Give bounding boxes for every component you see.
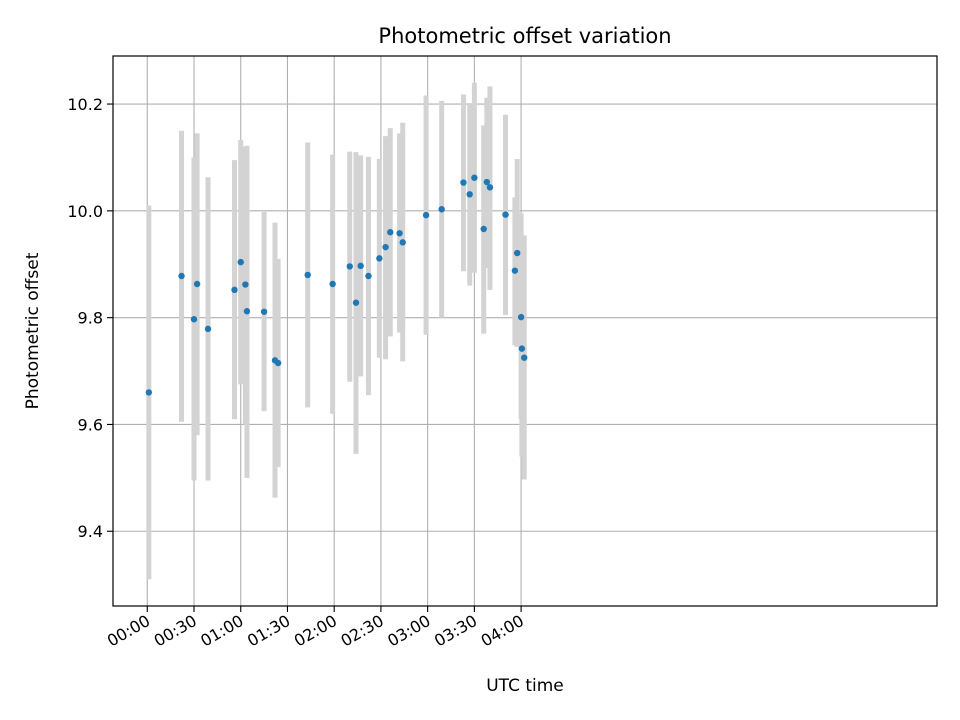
data-point [242, 281, 249, 288]
x-tick-label: 00:00 [104, 611, 153, 651]
data-point [346, 263, 353, 270]
y-tick-label: 9.4 [78, 522, 103, 541]
data-point [518, 345, 526, 352]
data-point [399, 239, 406, 246]
data-point [352, 299, 360, 306]
x-axis-label: UTC time [486, 676, 564, 696]
data-point [460, 179, 467, 186]
data-point [304, 271, 311, 279]
plot-area-frame [112, 55, 938, 607]
chart-title: Photometric offset variation [378, 24, 671, 48]
data-point [466, 191, 473, 198]
data-point [178, 272, 185, 280]
x-tick-label: 03:30 [431, 611, 480, 651]
data-points [145, 174, 528, 396]
x-tick-label: 02:00 [291, 611, 340, 651]
data-point [274, 359, 282, 367]
data-point [329, 280, 336, 288]
data-point [517, 313, 525, 321]
x-tick-label: 00:30 [151, 611, 200, 651]
data-point [204, 325, 212, 333]
y-tick-label: 9.6 [78, 415, 103, 434]
x-tick-label: 04:00 [478, 611, 527, 651]
data-point [376, 255, 383, 262]
data-point [521, 354, 528, 361]
data-point [387, 229, 394, 236]
x-tick-label: 02:30 [337, 611, 386, 651]
data-point [231, 286, 238, 294]
data-point [502, 211, 509, 218]
data-point [382, 243, 389, 251]
data-point [193, 280, 201, 288]
x-tick-label: 01:30 [244, 611, 293, 651]
data-point [260, 308, 268, 315]
error-bars [146, 82, 527, 580]
x-axis-ticks: 00:0000:3001:0001:3002:0002:3003:0003:30… [104, 606, 527, 651]
data-point [190, 316, 198, 323]
data-point [486, 184, 494, 191]
y-tick-label: 9.8 [78, 309, 103, 328]
y-axis-label: Photometric offset [23, 252, 43, 409]
y-axis-ticks: 9.4 9.6 9.8 10.0 10.2 [67, 95, 113, 541]
data-point [483, 178, 491, 186]
y-tick-label: 10.2 [67, 95, 103, 114]
y-tick-label: 10.0 [67, 202, 103, 221]
data-point [480, 225, 487, 233]
data-point [514, 249, 521, 257]
data-point [243, 308, 251, 315]
data-point [471, 174, 478, 181]
data-point [145, 389, 153, 396]
x-tick-label: 03:00 [384, 611, 433, 651]
data-point [422, 211, 430, 219]
data-point [357, 262, 364, 270]
data-point [396, 230, 403, 237]
data-point [365, 272, 372, 280]
data-point [237, 258, 244, 266]
data-point [511, 267, 519, 274]
data-point [438, 206, 445, 213]
x-tick-label: 01:00 [197, 611, 246, 651]
